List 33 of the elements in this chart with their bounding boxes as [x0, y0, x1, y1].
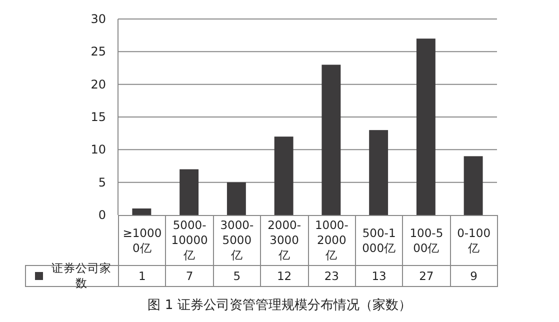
y-tick-label: 20 [90, 77, 106, 92]
data-label: 13 [354, 265, 404, 287]
data-label: 27 [402, 265, 451, 287]
bar [132, 208, 152, 215]
data-label: 23 [308, 265, 356, 287]
y-tick-label: 25 [90, 44, 106, 59]
x-tick-label: 100-500亿 [402, 215, 451, 266]
x-tick-label: 0-100亿 [450, 215, 498, 266]
data-label: 7 [165, 265, 214, 287]
y-tick-label: 30 [90, 12, 106, 26]
bar [226, 182, 246, 215]
x-tick-label: ≥10000亿 [118, 215, 166, 266]
data-label: 9 [450, 265, 498, 287]
x-tick-label: 5000-10000亿 [165, 215, 214, 266]
y-tick-label: 5 [98, 175, 106, 190]
data-label: 1 [118, 265, 166, 287]
bar [416, 38, 436, 215]
x-tick-label: 2000-3000亿 [260, 215, 308, 266]
data-label: 5 [212, 265, 262, 287]
bar [180, 169, 199, 215]
text: 图 1 证券公司资管管理规模分布情况（家数） [146, 297, 412, 314]
y-tick-label: 0 [98, 208, 106, 222]
bar [322, 64, 341, 215]
y-tick-label: 15 [90, 110, 106, 124]
x-tick-label: 3000-5000亿 [212, 215, 262, 266]
x-tick-label: 500-1000亿 [354, 215, 404, 266]
data-label: 12 [260, 265, 308, 287]
bar [369, 130, 388, 215]
y-tick-label: 10 [90, 142, 106, 157]
bar [464, 156, 483, 215]
legend-label: 证券公司家数 [50, 261, 112, 291]
bar [274, 136, 294, 215]
x-tick-label: 1000-2000亿 [308, 215, 356, 266]
